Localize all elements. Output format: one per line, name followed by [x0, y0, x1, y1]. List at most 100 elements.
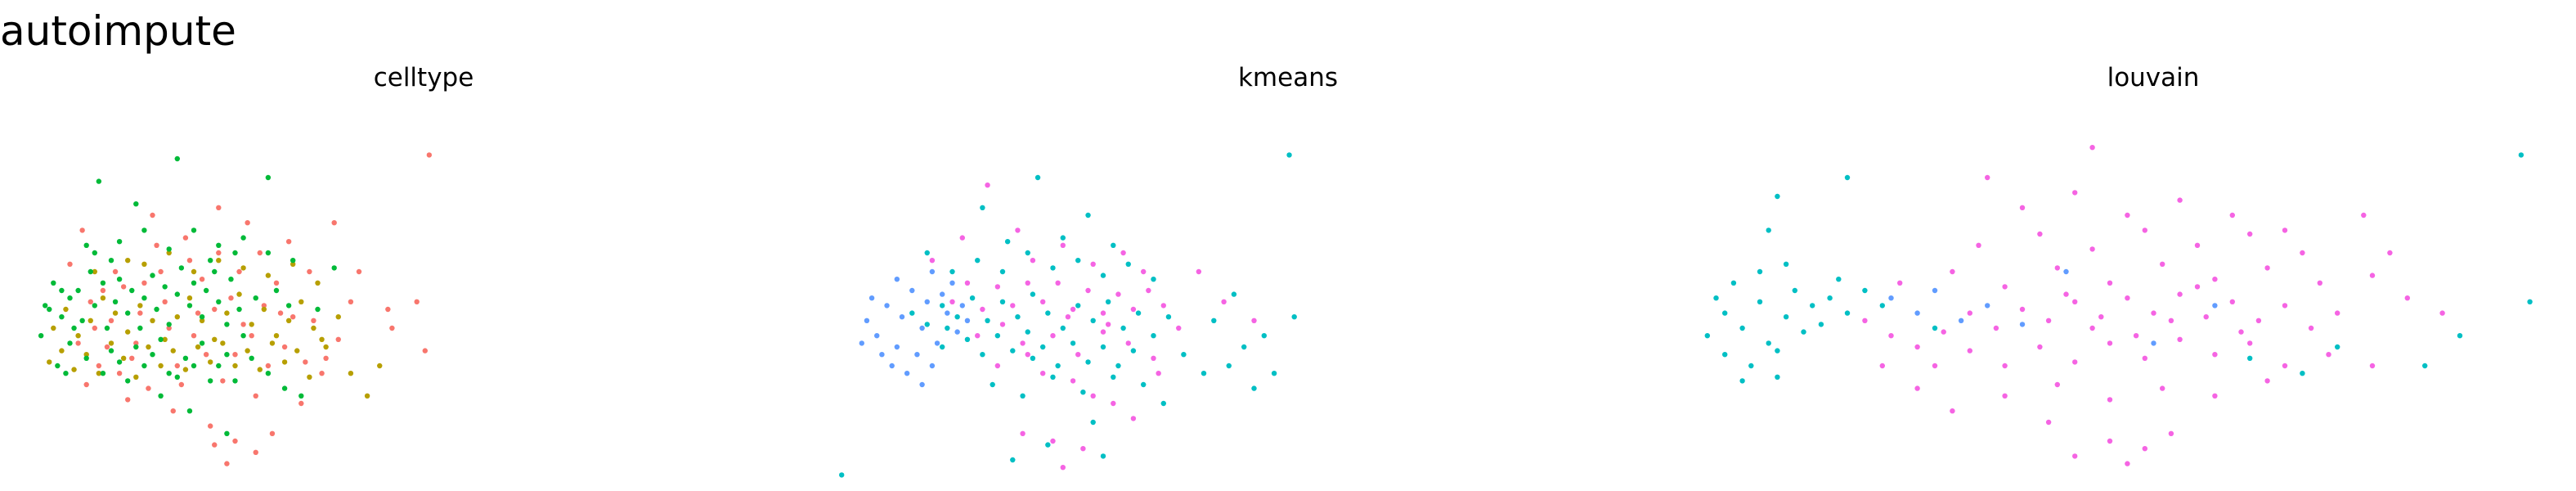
celltype-point-2-31 — [228, 277, 234, 282]
louvain-point-2-71 — [1950, 408, 1955, 414]
celltype-point-2-61 — [240, 235, 246, 241]
kmeans-point-2-0 — [949, 299, 955, 304]
louvain-point-0-20 — [1844, 310, 1851, 316]
celltype-point-2-1 — [43, 303, 48, 309]
celltype-point-2-56 — [116, 239, 123, 245]
louvain-point-2-2 — [1914, 344, 1920, 350]
celltype-point-0-8 — [220, 378, 226, 384]
celltype-point-0-17 — [108, 318, 114, 323]
celltype-point-2-81 — [285, 303, 292, 309]
celltype-point-2-26 — [199, 314, 205, 320]
celltype-point-0-34 — [75, 340, 81, 346]
celltype-point-2-6 — [75, 287, 81, 294]
celltype-point-2-74 — [63, 371, 69, 376]
celltype-point-0-32 — [104, 344, 110, 350]
louvain-point-2-34 — [2212, 393, 2218, 399]
kmeans-point-1-69 — [839, 472, 845, 478]
celltype-points — [38, 152, 433, 466]
louvain-point-0-21 — [1862, 287, 1868, 294]
kmeans-point-0-23 — [929, 268, 936, 275]
celltype-point-2-73 — [55, 363, 61, 369]
celltype-point-0-27 — [170, 408, 176, 414]
kmeans-point-1-59 — [1211, 318, 1217, 323]
kmeans-point-2-10 — [1100, 310, 1106, 316]
celltype-point-0-3 — [281, 344, 288, 350]
celltype-point-2-22 — [174, 291, 180, 297]
celltype-point-2-27 — [203, 287, 209, 294]
kmeans-point-1-64 — [1141, 381, 1147, 388]
celltype-point-0-36 — [245, 220, 250, 226]
celltype-point-1-6 — [125, 329, 131, 335]
celltype-point-0-67 — [178, 381, 185, 388]
celltype-point-0-54 — [311, 318, 316, 323]
kmeans-point-1-40 — [1020, 393, 1025, 399]
kmeans-point-1-62 — [1271, 371, 1277, 376]
louvain-point-2-56 — [2229, 212, 2235, 218]
louvain-point-2-21 — [2002, 363, 2008, 369]
louvain-point-0-32 — [2335, 344, 2340, 350]
kmeans-point-1-32 — [999, 268, 1006, 275]
kmeans-point-0-22 — [894, 277, 900, 282]
kmeans-point-1-65 — [1090, 419, 1096, 426]
louvain-point-2-48 — [2142, 227, 2147, 233]
kmeans-point-1-60 — [1231, 291, 1237, 297]
louvain-point-2-13 — [2203, 314, 2209, 320]
louvain-point-1-3 — [1958, 318, 1964, 323]
page-title: autoimpute — [0, 7, 236, 55]
celltype-point-0-28 — [154, 242, 159, 248]
kmeans-point-1-12 — [1090, 318, 1096, 323]
celltype-point-1-24 — [348, 371, 354, 376]
celltype-point-0-47 — [253, 449, 258, 455]
kmeans-point-0-20 — [859, 340, 865, 346]
celltype-point-1-40 — [208, 359, 213, 365]
celltype-point-2-10 — [100, 280, 106, 286]
kmeans-point-1-30 — [949, 268, 955, 275]
celltype-point-1-9 — [162, 336, 168, 342]
louvain-point-1-4 — [1985, 303, 1990, 309]
celltype-point-2-17 — [141, 295, 147, 301]
kmeans-point-1-49 — [1286, 152, 1292, 158]
kmeans-point-0-24 — [964, 318, 971, 323]
kmeans-point-2-33 — [1015, 227, 1021, 233]
celltype-point-2-24 — [186, 303, 193, 309]
louvain-point-2-52 — [2019, 205, 2026, 210]
louvain-point-2-18 — [2335, 310, 2340, 316]
kmeans-point-2-2 — [980, 306, 985, 313]
celltype-point-2-12 — [112, 299, 119, 304]
louvain-point-2-41 — [2160, 261, 2165, 267]
celltype-point-2-49 — [141, 363, 147, 369]
celltype-point-0-69 — [216, 250, 222, 256]
louvain-point-2-64 — [2089, 145, 2095, 151]
kmeans-point-0-18 — [954, 329, 960, 335]
kmeans-point-2-19 — [1075, 352, 1081, 358]
kmeans-point-2-31 — [1120, 250, 1126, 256]
louvain-point-0-30 — [2422, 363, 2428, 369]
celltype-point-1-42 — [232, 363, 238, 369]
kmeans-point-1-54 — [1085, 212, 1091, 218]
celltype-point-2-48 — [125, 378, 131, 384]
celltype-point-0-55 — [323, 355, 329, 361]
louvain-point-2-38 — [2002, 284, 2008, 290]
celltype-point-1-10 — [174, 314, 180, 320]
kmeans-point-0-1 — [874, 333, 880, 339]
celltype-point-0-18 — [96, 363, 102, 369]
celltype-point-2-53 — [208, 378, 213, 384]
kmeans-point-2-39 — [1156, 371, 1161, 376]
kmeans-point-2-25 — [1090, 393, 1096, 399]
celltype-point-0-46 — [426, 152, 433, 158]
celltype-point-2-67 — [174, 155, 180, 162]
kmeans-point-1-55 — [1111, 242, 1116, 248]
celltype-point-1-33 — [120, 355, 127, 361]
louvain-point-2-79 — [2238, 329, 2244, 335]
louvain-point-2-61 — [2439, 310, 2445, 316]
celltype-point-1-31 — [96, 371, 102, 376]
kmeans-point-1-0 — [909, 310, 915, 316]
celltype-point-1-4 — [100, 295, 106, 301]
kmeans-point-2-30 — [1090, 261, 1096, 267]
louvain-point-1-0 — [1888, 295, 1894, 301]
celltype-point-2-79 — [253, 295, 258, 301]
louvain-point-2-33 — [2160, 385, 2165, 391]
kmeans-point-1-71 — [1030, 355, 1036, 361]
louvain-point-2-23 — [2072, 359, 2078, 365]
celltype-point-2-37 — [150, 352, 155, 358]
